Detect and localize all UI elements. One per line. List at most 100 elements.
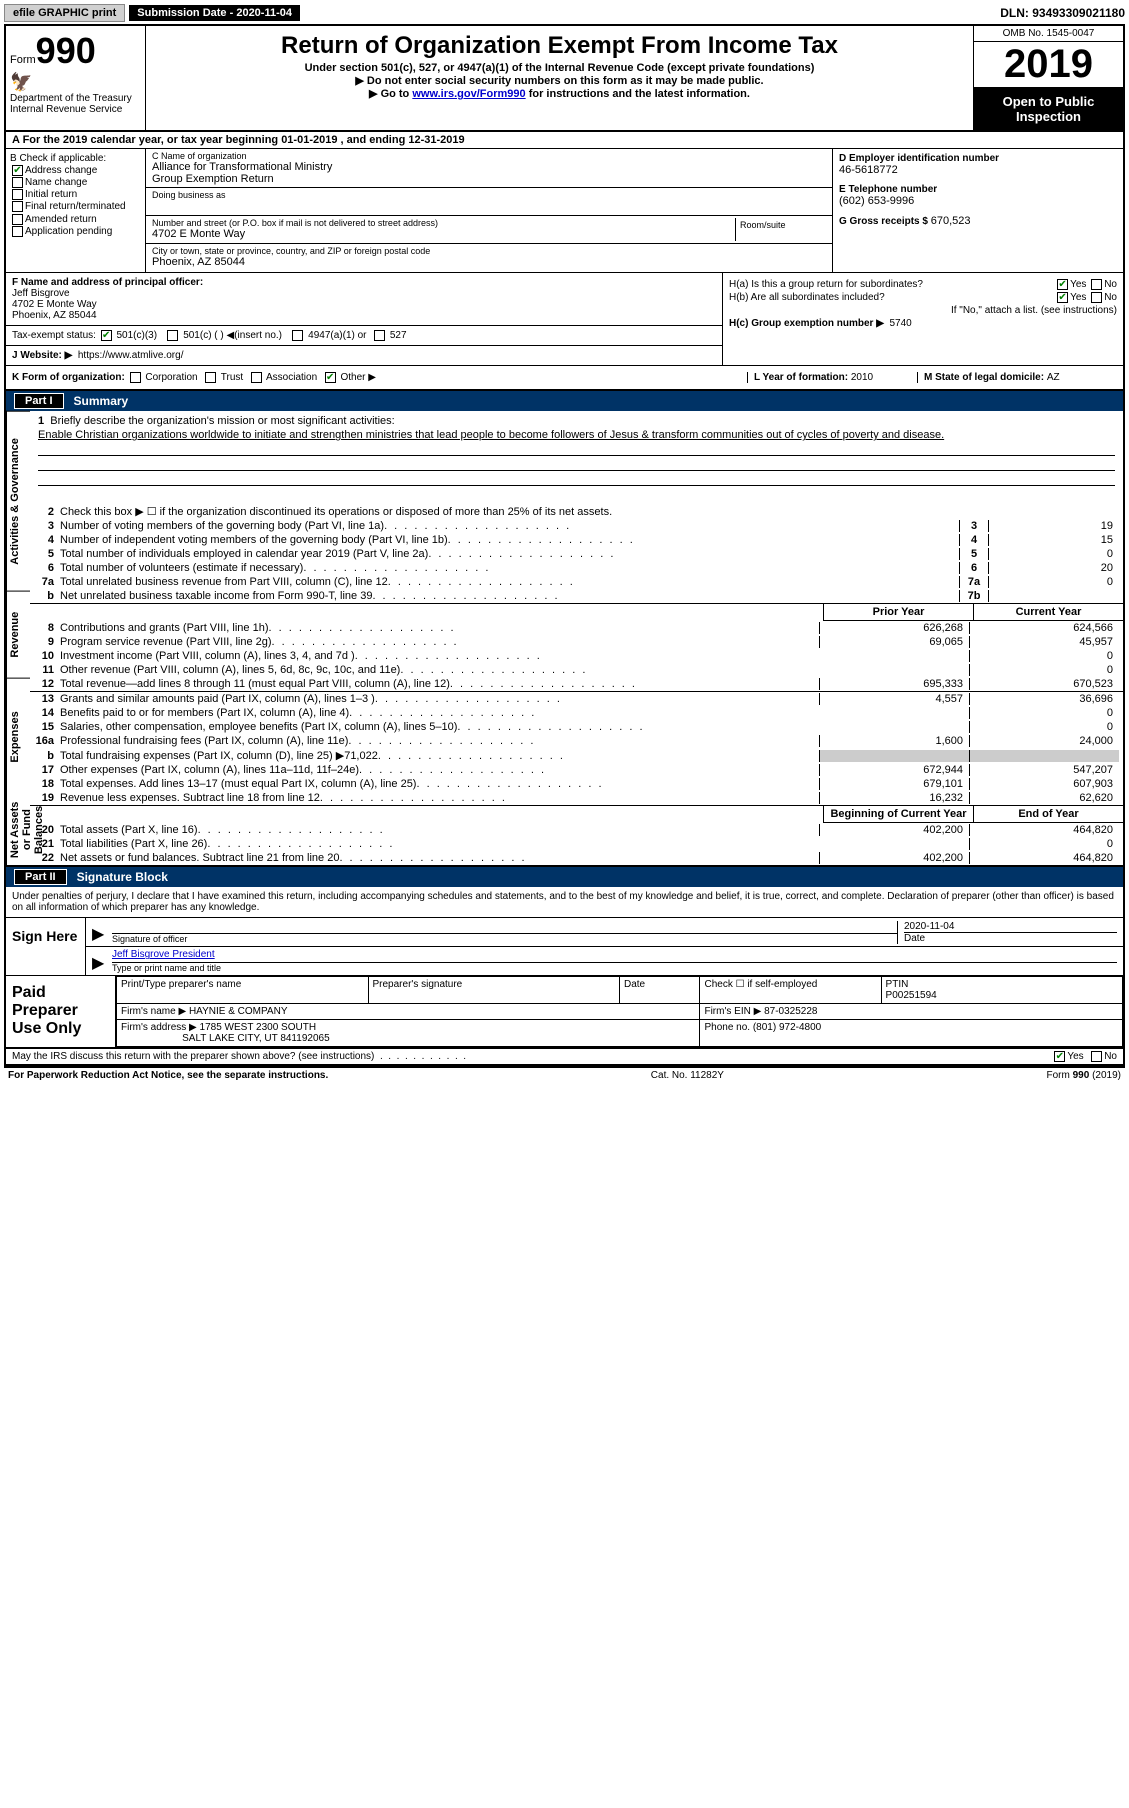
- vlabel-governance: Activities & Governance: [6, 411, 30, 591]
- dba-label: Doing business as: [152, 190, 826, 200]
- signature-field[interactable]: [112, 920, 897, 934]
- prep-self-employed[interactable]: Check ☐ if self-employed: [700, 977, 881, 1004]
- prep-name-label: Print/Type preparer's name: [117, 977, 369, 1004]
- line-17: 17Other expenses (Part IX, column (A), l…: [30, 763, 1123, 777]
- mission-answer: Enable Christian organizations worldwide…: [38, 429, 1115, 441]
- tax-exempt-status-row: Tax-exempt status: 501(c)(3) 501(c) ( ) …: [6, 325, 722, 345]
- row-a-tax-year: A For the 2019 calendar year, or tax yea…: [6, 132, 1123, 149]
- box-d-e-g: D Employer identification number 46-5618…: [833, 149, 1123, 272]
- part-2-badge: Part II: [14, 869, 67, 885]
- box-b-checkboxes: B Check if applicable: Address change Na…: [6, 149, 146, 272]
- submission-date-badge: Submission Date - 2020-11-04: [129, 5, 300, 21]
- line-b: bTotal fundraising expenses (Part IX, co…: [30, 748, 1123, 763]
- discuss-yes-checkbox[interactable]: [1054, 1051, 1065, 1062]
- line-13: 13Grants and similar amounts paid (Part …: [30, 692, 1123, 706]
- col-f-i-j: F Name and address of principal officer:…: [6, 273, 723, 365]
- efile-button[interactable]: efile GRAPHIC print: [4, 4, 125, 22]
- col-beginning-year: Beginning of Current Year: [823, 806, 973, 823]
- form-year-block: OMB No. 1545-0047 2019 Open to Public In…: [973, 26, 1123, 130]
- firm-city: SALT LAKE CITY, UT 841192065: [182, 1033, 330, 1044]
- form-title-block: Return of Organization Exempt From Incom…: [146, 26, 973, 130]
- checkbox-501c3[interactable]: [101, 330, 112, 341]
- firm-phone: (801) 972-4800: [753, 1022, 821, 1033]
- form-subtitle: Under section 501(c), 527, or 4947(a)(1)…: [154, 62, 965, 74]
- form-title: Return of Organization Exempt From Incom…: [154, 32, 965, 60]
- discuss-no-checkbox[interactable]: [1091, 1051, 1102, 1062]
- gov-line-6: 6Total number of volunteers (estimate if…: [30, 561, 1123, 575]
- section-expenses: 13Grants and similar amounts paid (Part …: [30, 692, 1123, 806]
- section-f-h-i-j: F Name and address of principal officer:…: [6, 273, 1123, 366]
- line-14: 14Benefits paid to or for members (Part …: [30, 706, 1123, 720]
- paid-preparer-label: Paid Preparer Use Only: [6, 976, 116, 1047]
- hb-no-checkbox[interactable]: [1091, 292, 1102, 303]
- org-name-label: C Name of organization: [152, 151, 826, 161]
- top-toolbar: efile GRAPHIC print Submission Date - 20…: [4, 4, 1125, 22]
- line-9: 9Program service revenue (Part VIII, lin…: [30, 635, 1123, 649]
- box-b-title: B Check if applicable:: [10, 153, 141, 164]
- checkbox-corporation[interactable]: [130, 372, 141, 383]
- checkbox-amended-return[interactable]: Amended return: [10, 214, 141, 225]
- checkbox-name-change[interactable]: Name change: [10, 177, 141, 188]
- street-label: Number and street (or P.O. box if mail i…: [152, 218, 735, 228]
- gross-receipts-label: G Gross receipts $: [839, 216, 931, 227]
- form-note-1: ▶ Do not enter social security numbers o…: [154, 74, 965, 87]
- checkbox-initial-return[interactable]: Initial return: [10, 189, 141, 200]
- form-note-2: ▶ Go to www.irs.gov/Form990 for instruct…: [154, 87, 965, 100]
- open-to-public-badge: Open to Public Inspection: [974, 88, 1123, 130]
- gov-line-3: 3Number of voting members of the governi…: [30, 519, 1123, 533]
- line-8: 8Contributions and grants (Part VIII, li…: [30, 621, 1123, 635]
- col-end-year: End of Year: [973, 806, 1123, 823]
- name-arrow-icon: ▶: [92, 953, 112, 973]
- box-h: H(a) Is this a group return for subordin…: [723, 273, 1123, 365]
- checkbox-final-return[interactable]: Final return/terminated: [10, 201, 141, 212]
- part-2-title: Signature Block: [77, 870, 168, 884]
- firm-ein: 87-0325228: [764, 1006, 817, 1017]
- instructions-link[interactable]: www.irs.gov/Form990: [412, 88, 525, 100]
- perjury-statement: Under penalties of perjury, I declare th…: [6, 887, 1123, 918]
- website-value: https://www.atmlive.org/: [78, 350, 184, 361]
- line-20: 20Total assets (Part X, line 16)402,2004…: [30, 823, 1123, 837]
- checkbox-association[interactable]: [251, 372, 262, 383]
- checkbox-application-pending[interactable]: Application pending: [10, 226, 141, 237]
- row-k-l-m: K Form of organization: Corporation Trus…: [6, 366, 1123, 391]
- officer-name-link[interactable]: Jeff Bisgrove President: [112, 949, 215, 960]
- gov-line-2: 2Check this box ▶ ☐ if the organization …: [30, 504, 1123, 519]
- part-1-badge: Part I: [14, 393, 64, 409]
- telephone-label: E Telephone number: [839, 184, 1117, 195]
- page-footer: For Paperwork Reduction Act Notice, see …: [4, 1068, 1125, 1083]
- city-label: City or town, state or province, country…: [152, 246, 826, 256]
- checkbox-address-change[interactable]: Address change: [10, 165, 141, 176]
- dept-line-2: Internal Revenue Service: [10, 104, 141, 115]
- checkbox-4947[interactable]: [292, 330, 303, 341]
- part-1-title: Summary: [74, 394, 129, 408]
- paid-preparer-block: Paid Preparer Use Only Print/Type prepar…: [6, 976, 1123, 1049]
- section-revenue: Prior YearCurrent Year 8Contributions an…: [30, 604, 1123, 692]
- year-of-formation: 2010: [851, 372, 873, 383]
- city-value: Phoenix, AZ 85044: [152, 256, 826, 268]
- form-id-block: Form990 🦅 Department of the Treasury Int…: [6, 26, 146, 130]
- part-1-header: Part I Summary: [6, 391, 1123, 411]
- gov-line-7a: 7aTotal unrelated business revenue from …: [30, 575, 1123, 589]
- officer-name: Jeff Bisgrove: [12, 288, 70, 299]
- line-15: 15Salaries, other compensation, employee…: [30, 720, 1123, 734]
- checkbox-501c[interactable]: [167, 330, 178, 341]
- firm-name: HAYNIE & COMPANY: [189, 1006, 288, 1017]
- discuss-row: May the IRS discuss this return with the…: [6, 1049, 1123, 1066]
- sign-date-label: Date: [904, 933, 1117, 944]
- vlabel-expenses: Expenses: [6, 678, 30, 796]
- room-suite-label: Room/suite: [736, 218, 826, 241]
- checkbox-527[interactable]: [374, 330, 385, 341]
- ha-no-checkbox[interactable]: [1091, 279, 1102, 290]
- checkbox-other[interactable]: [325, 372, 336, 383]
- ha-yes-checkbox[interactable]: [1057, 279, 1068, 290]
- form-container: Form990 🦅 Department of the Treasury Int…: [4, 24, 1125, 1068]
- checkbox-trust[interactable]: [205, 372, 216, 383]
- hb-yes-checkbox[interactable]: [1057, 292, 1068, 303]
- line-16a: 16aProfessional fundraising fees (Part I…: [30, 734, 1123, 748]
- form-number: 990: [36, 30, 96, 71]
- dln-label: DLN: 93493309021180: [1000, 6, 1125, 20]
- state-domicile: AZ: [1047, 372, 1060, 383]
- discuss-question: May the IRS discuss this return with the…: [12, 1051, 1052, 1062]
- footer-right: Form 990 (2019): [1047, 1070, 1121, 1081]
- firm-address: 1785 WEST 2300 SOUTH: [200, 1022, 317, 1033]
